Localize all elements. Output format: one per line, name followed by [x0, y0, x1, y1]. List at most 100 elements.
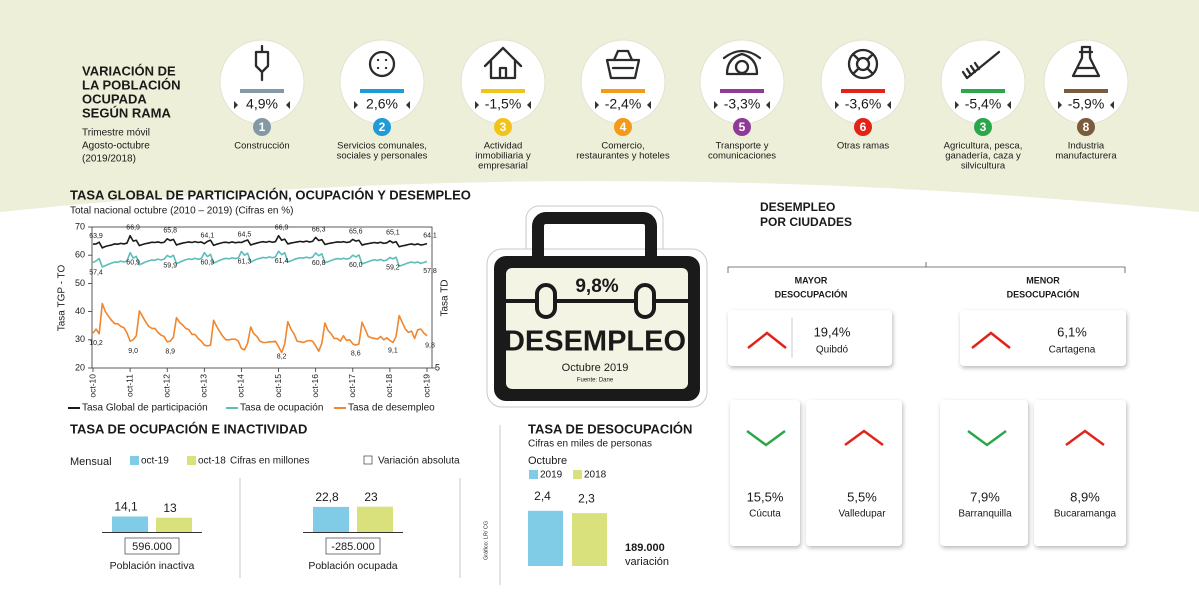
data-label: 66,3 [312, 226, 326, 233]
group-title: MENOR [1026, 275, 1060, 285]
city-card [730, 400, 800, 546]
arrow-down [967, 429, 1007, 447]
sector-icon [605, 49, 641, 80]
legend-label: 2019 [540, 470, 563, 481]
data-label: 2,4 [534, 489, 551, 503]
cities-panel: DESEMPLEO POR CIUDADES MAYOR DESOCUPACIÓ… [727, 200, 1126, 546]
sector-color-bar [1064, 89, 1108, 93]
sector-color-bar [240, 89, 284, 93]
group-title: MAYOR [795, 275, 828, 285]
data-label: 63,9 [89, 233, 103, 240]
chart-title: TASA GLOBAL DE PARTICIPACIÓN, OCUPACIÓN … [70, 187, 471, 202]
data-label: 64,5 [238, 231, 252, 238]
city-card [728, 310, 892, 366]
city-card [806, 400, 902, 546]
marker-left [354, 101, 358, 109]
city-card [960, 310, 1126, 366]
legend-swatch [130, 456, 139, 465]
data-label: 66,9 [275, 225, 289, 232]
x-tick-label: oct-11 [124, 374, 134, 397]
variation-note: variación [625, 556, 669, 568]
y-tick-label: 60 [75, 250, 85, 260]
y-tick-label: 30 [75, 334, 85, 344]
legend-swatch [187, 456, 196, 465]
data-label: 60,8 [312, 260, 326, 267]
sector-value: -3,3% [724, 96, 761, 112]
marker-left [835, 101, 839, 109]
data-label: 10,2 [89, 340, 103, 347]
sector-name: manufacturera [1055, 151, 1117, 162]
sector-value: -3,6% [845, 96, 882, 112]
data-label: 65,1 [386, 230, 400, 237]
rank-badge [1077, 118, 1095, 136]
sector-name: Construcción [234, 141, 289, 152]
arrow-up [971, 331, 1011, 349]
bracket [727, 262, 1126, 273]
x-tick-label: oct-14 [236, 374, 246, 398]
sector-value: -5,9% [1068, 96, 1105, 112]
sector-color-bar [841, 89, 885, 93]
header-subtitle: Trimestre móvil [82, 128, 150, 139]
marker-left [714, 101, 718, 109]
y-tick-label: 50 [75, 278, 85, 288]
bar [313, 506, 349, 532]
city-name: Cúcuta [749, 509, 781, 520]
y-tick-label: 70 [75, 221, 85, 231]
sector-icon [368, 50, 396, 78]
unemployment-card: 9,8% DESEMPLEO Octubre 2019 Fuente: Dane [486, 205, 708, 408]
arrow-down [746, 429, 786, 447]
sector-value: -1,5% [485, 96, 522, 112]
arrow-up [747, 331, 787, 349]
x-tick-label: oct-16 [310, 374, 320, 398]
chart-subtitle: Cifras en miles de personas [528, 439, 652, 450]
city-name: Quibdó [816, 345, 849, 356]
x-tick-label: oct-15 [273, 374, 283, 398]
arrow-up [844, 429, 884, 447]
data-label: 8,9 [165, 349, 175, 356]
sector-name: Comercio, [601, 141, 644, 152]
x-tick-label: oct-19 [421, 374, 431, 398]
period-label: Octubre [528, 455, 567, 467]
rank-badge [253, 118, 271, 136]
sector-name: Otras ramas [837, 141, 890, 152]
sector-icon [961, 50, 1001, 80]
sector-name: ganadería, caza y [945, 151, 1021, 162]
rank-badge [854, 118, 872, 136]
card-source: Fuente: Dane [577, 378, 614, 384]
variation-box [124, 537, 180, 555]
data-label: 66,9 [126, 225, 140, 232]
legend-label: Tasa Global de participación [82, 403, 208, 414]
data-label: 8,6 [351, 351, 361, 358]
data-label: 22,8 [315, 490, 339, 504]
chart-title: TASA DE DESOCUPACIÓN [528, 421, 692, 436]
data-label: 59,2 [386, 264, 400, 271]
series-line [92, 234, 428, 249]
arrow-up [1065, 429, 1105, 447]
x-tick-label: oct-12 [161, 374, 171, 398]
x-tick-label: oct-13 [199, 374, 209, 398]
sector-name: comunicaciones [708, 151, 776, 162]
legend-label: Tasa de ocupación [240, 403, 323, 414]
sector-icon [722, 49, 762, 76]
header-subtitle: (2019/2018) [82, 154, 136, 165]
marker-right [286, 101, 290, 109]
city-value: 7,9% [970, 489, 1000, 504]
sector-color-bar [601, 89, 645, 93]
sector-name: empresarial [478, 161, 528, 172]
bar [112, 516, 148, 532]
rank-badge [373, 118, 391, 136]
variation-value: 596.000 [132, 541, 172, 553]
rank-number: 4 [620, 120, 627, 134]
bar [156, 517, 192, 532]
card-period: Octubre 2019 [562, 362, 629, 374]
data-label: 14,1 [114, 500, 138, 514]
sector-color-bar [360, 89, 404, 93]
sector-icon [847, 48, 879, 80]
marker-left [475, 101, 479, 109]
data-label: 2,3 [578, 491, 595, 505]
city-name: Barranquilla [958, 509, 1012, 520]
city-value: 8,9% [1070, 489, 1100, 504]
data-label: 59,9 [163, 262, 177, 269]
card-value: 9,8% [575, 276, 618, 297]
